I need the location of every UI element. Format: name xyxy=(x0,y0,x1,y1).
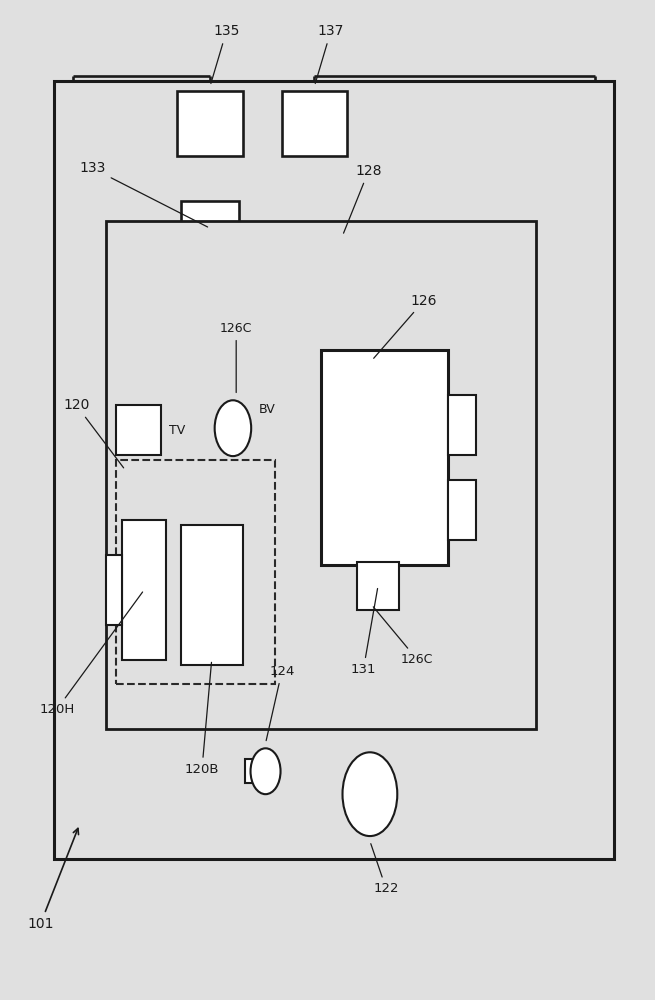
Bar xyxy=(115,405,161,455)
Text: 124: 124 xyxy=(266,665,295,741)
Text: 128: 128 xyxy=(343,164,382,233)
Text: 122: 122 xyxy=(371,844,399,895)
Bar xyxy=(181,201,240,256)
Bar xyxy=(178,91,243,156)
Text: 120: 120 xyxy=(63,398,124,468)
Text: 101: 101 xyxy=(28,828,79,931)
Text: TV: TV xyxy=(169,424,185,437)
Text: 135: 135 xyxy=(211,24,240,83)
Text: 133: 133 xyxy=(79,161,208,227)
Bar xyxy=(448,480,476,540)
Text: 120B: 120B xyxy=(185,662,219,776)
Bar xyxy=(122,520,166,660)
Bar xyxy=(105,221,536,729)
Text: 126C: 126C xyxy=(373,607,434,666)
Text: 126C: 126C xyxy=(220,322,252,393)
Bar xyxy=(115,460,275,684)
Bar xyxy=(282,91,347,156)
Bar xyxy=(448,395,476,455)
Text: 137: 137 xyxy=(315,24,344,83)
Bar xyxy=(54,81,614,859)
Circle shape xyxy=(215,400,251,456)
Text: 131: 131 xyxy=(350,588,377,676)
Circle shape xyxy=(343,752,398,836)
Bar xyxy=(321,350,448,565)
Text: 126: 126 xyxy=(373,294,438,358)
Bar xyxy=(181,525,243,665)
Text: 120H: 120H xyxy=(39,592,143,716)
Bar xyxy=(357,562,400,610)
Text: BV: BV xyxy=(259,403,276,416)
Bar xyxy=(105,555,122,625)
Bar xyxy=(245,759,259,783)
Circle shape xyxy=(251,748,280,794)
